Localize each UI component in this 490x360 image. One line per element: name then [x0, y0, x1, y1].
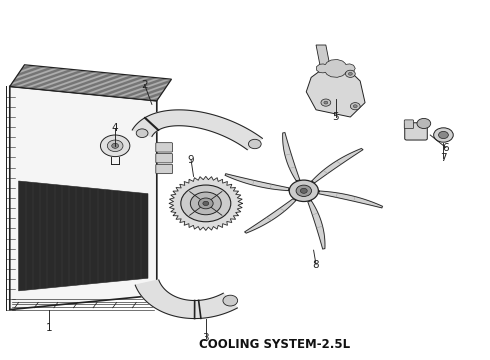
- Polygon shape: [245, 199, 296, 233]
- Polygon shape: [132, 110, 262, 150]
- Circle shape: [353, 105, 357, 108]
- Circle shape: [417, 118, 431, 129]
- Polygon shape: [10, 65, 172, 101]
- Circle shape: [248, 139, 261, 149]
- Text: COOLING SYSTEM-2.5L: COOLING SYSTEM-2.5L: [199, 338, 350, 351]
- Polygon shape: [316, 45, 331, 70]
- FancyBboxPatch shape: [404, 120, 414, 129]
- Polygon shape: [317, 59, 355, 77]
- Circle shape: [107, 140, 123, 152]
- Polygon shape: [10, 86, 157, 310]
- Circle shape: [181, 185, 231, 222]
- Text: 2: 2: [141, 80, 148, 90]
- Text: 4: 4: [112, 123, 119, 133]
- Circle shape: [100, 135, 130, 157]
- Circle shape: [321, 99, 331, 106]
- Circle shape: [439, 131, 448, 139]
- Polygon shape: [19, 181, 148, 291]
- FancyBboxPatch shape: [156, 143, 172, 152]
- Text: 1: 1: [46, 323, 52, 333]
- Polygon shape: [135, 280, 237, 319]
- Text: 5: 5: [332, 112, 339, 122]
- Circle shape: [324, 101, 328, 104]
- Polygon shape: [306, 63, 365, 117]
- Circle shape: [190, 192, 221, 215]
- Circle shape: [434, 128, 453, 142]
- Circle shape: [348, 72, 352, 75]
- Circle shape: [112, 143, 119, 148]
- Circle shape: [300, 188, 307, 193]
- Text: 7: 7: [440, 153, 447, 163]
- FancyBboxPatch shape: [156, 153, 172, 163]
- Circle shape: [289, 180, 318, 202]
- Polygon shape: [169, 176, 243, 230]
- Circle shape: [203, 201, 209, 206]
- Text: 6: 6: [442, 143, 449, 153]
- Polygon shape: [308, 201, 325, 249]
- Polygon shape: [225, 174, 289, 190]
- Circle shape: [345, 70, 355, 77]
- Polygon shape: [312, 148, 363, 183]
- Polygon shape: [318, 191, 383, 208]
- Circle shape: [296, 185, 312, 197]
- Polygon shape: [283, 132, 300, 181]
- Circle shape: [136, 129, 148, 138]
- Text: 8: 8: [313, 260, 319, 270]
- Text: 9: 9: [188, 155, 195, 165]
- FancyBboxPatch shape: [156, 164, 172, 174]
- Circle shape: [350, 103, 360, 110]
- Circle shape: [223, 295, 238, 306]
- Circle shape: [198, 198, 213, 209]
- Text: 3: 3: [202, 333, 209, 343]
- FancyBboxPatch shape: [405, 123, 427, 140]
